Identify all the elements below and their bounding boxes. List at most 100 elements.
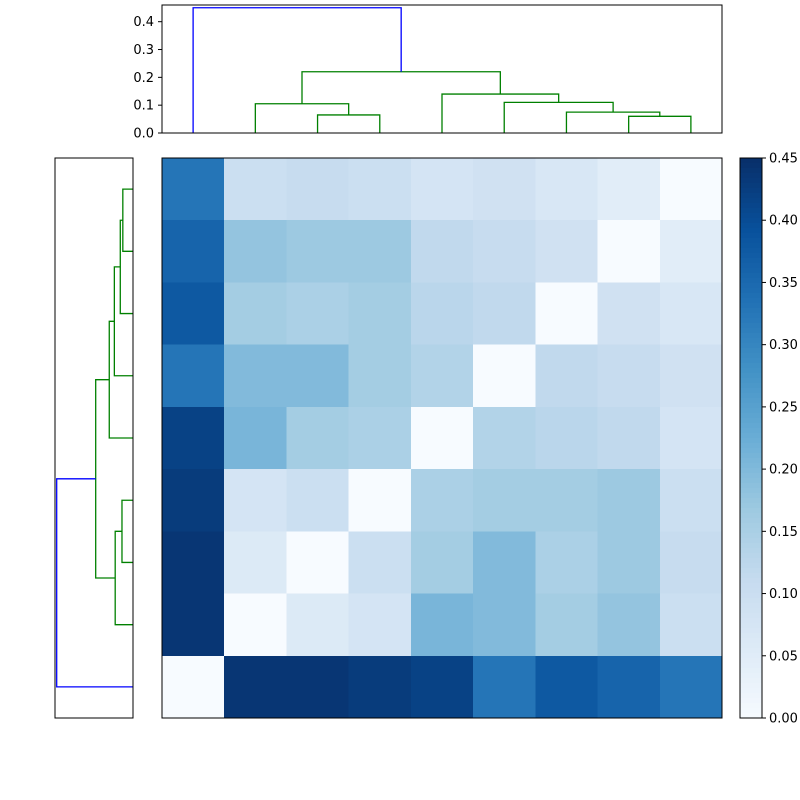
colorbar-strip [740,553,762,559]
colorbar-strip [740,588,762,594]
colorbar-strip [740,253,762,259]
heatmap-cell [473,220,536,284]
heatmap-cell [597,593,661,657]
colorbar-strip [740,613,762,619]
heatmap-cell [286,593,350,657]
colorbar-strip [740,268,762,274]
colorbar-strip [740,568,762,574]
top-axis-tick-label: 0.3 [133,43,154,58]
heatmap-cell [410,469,474,532]
left-dendrogram-link [121,499,133,564]
heatmap-cell [348,655,412,718]
colorbar-strip [740,398,762,404]
heatmap-cell [410,282,474,346]
colorbar-strip [740,188,762,194]
colorbar-strip [740,548,762,554]
heatmap-cell [410,531,474,595]
colorbar-strip [740,373,762,379]
colorbar-strip [740,498,762,504]
heatmap-cell [659,220,722,284]
colorbar-strip [740,298,762,304]
colorbar-tick-label: 0.35 [769,276,798,291]
colorbar-strip [740,423,762,429]
colorbar-strip [740,643,762,649]
colorbar-strip [740,358,762,364]
heatmap-cell [410,220,474,284]
colorbar-strip [740,158,762,164]
heatmap-cell [535,220,599,284]
colorbar-strip [740,523,762,529]
heatmap-cell [535,531,599,595]
colorbar-strip [740,628,762,634]
colorbar-strip [740,503,762,509]
colorbar-strip [740,258,762,264]
colorbar-strip [740,458,762,464]
heatmap-cell [286,282,350,346]
heatmap-cell [535,282,599,346]
colorbar-strip [740,208,762,214]
colorbar-frame [739,157,763,719]
left-dendrogram-link [122,188,133,252]
colorbar-strip [740,453,762,459]
colorbar-strip [740,708,762,714]
colorbar-strip [740,618,762,624]
colorbar-strip [740,563,762,569]
heatmap-cell [162,469,225,532]
colorbar-strip [740,368,762,374]
heatmap-cell [535,406,599,470]
heatmap-cell [473,406,536,470]
heatmap-frame [161,157,723,719]
heatmap-cell [659,282,722,346]
heatmap-cell [597,282,661,346]
top-dendrogram-link [301,71,501,104]
heatmap-cell [410,593,474,657]
heatmap-cell [473,344,536,408]
left-dendrogram-link [95,379,116,579]
heatmap-cell [659,469,722,532]
colorbar-strip [740,418,762,424]
colorbar-strip [740,673,762,679]
heatmap-cell [473,655,536,718]
heatmap-cell [162,593,225,657]
colorbar-strip [740,538,762,544]
colorbar-strip [740,388,762,394]
heatmap-cell [535,593,599,657]
colorbar-strip [740,193,762,199]
heatmap-cell [410,158,474,221]
colorbar-strip [740,323,762,329]
colorbar-strip [740,573,762,579]
colorbar-strip [740,383,762,389]
heatmap-cell [286,158,350,221]
colorbar-strip [740,688,762,694]
top-dendrogram-link [503,101,614,133]
heatmap-cell [659,158,722,221]
colorbar-strip [740,488,762,494]
colorbar-strip [740,313,762,319]
colorbar-tick-label: 0.00 [769,712,798,727]
colorbar-strip [740,428,762,434]
top-dendrogram-link [316,114,381,133]
colorbar-strip [740,558,762,564]
colorbar-strip [740,448,762,454]
heatmap-cell [162,158,225,221]
colorbar-strip [740,203,762,209]
colorbar-strip [740,173,762,179]
heatmap-cell [535,469,599,532]
colorbar-strip [740,483,762,489]
colorbar-strip [740,583,762,589]
heatmap-cell [348,220,412,284]
colorbar-strip [740,478,762,484]
colorbar-tick-label: 0.10 [769,587,798,602]
heatmap-cell [286,220,350,284]
heatmap-cell [659,344,722,408]
heatmap-cell [286,531,350,595]
heatmap-cell [286,344,350,408]
heatmap-cell [348,158,412,221]
heatmap-cell [348,593,412,657]
heatmap-cell [286,469,350,532]
colorbar-tick-label: 0.20 [769,463,798,478]
heatmap-cell [659,406,722,470]
top-dendrogram-link [254,103,350,133]
